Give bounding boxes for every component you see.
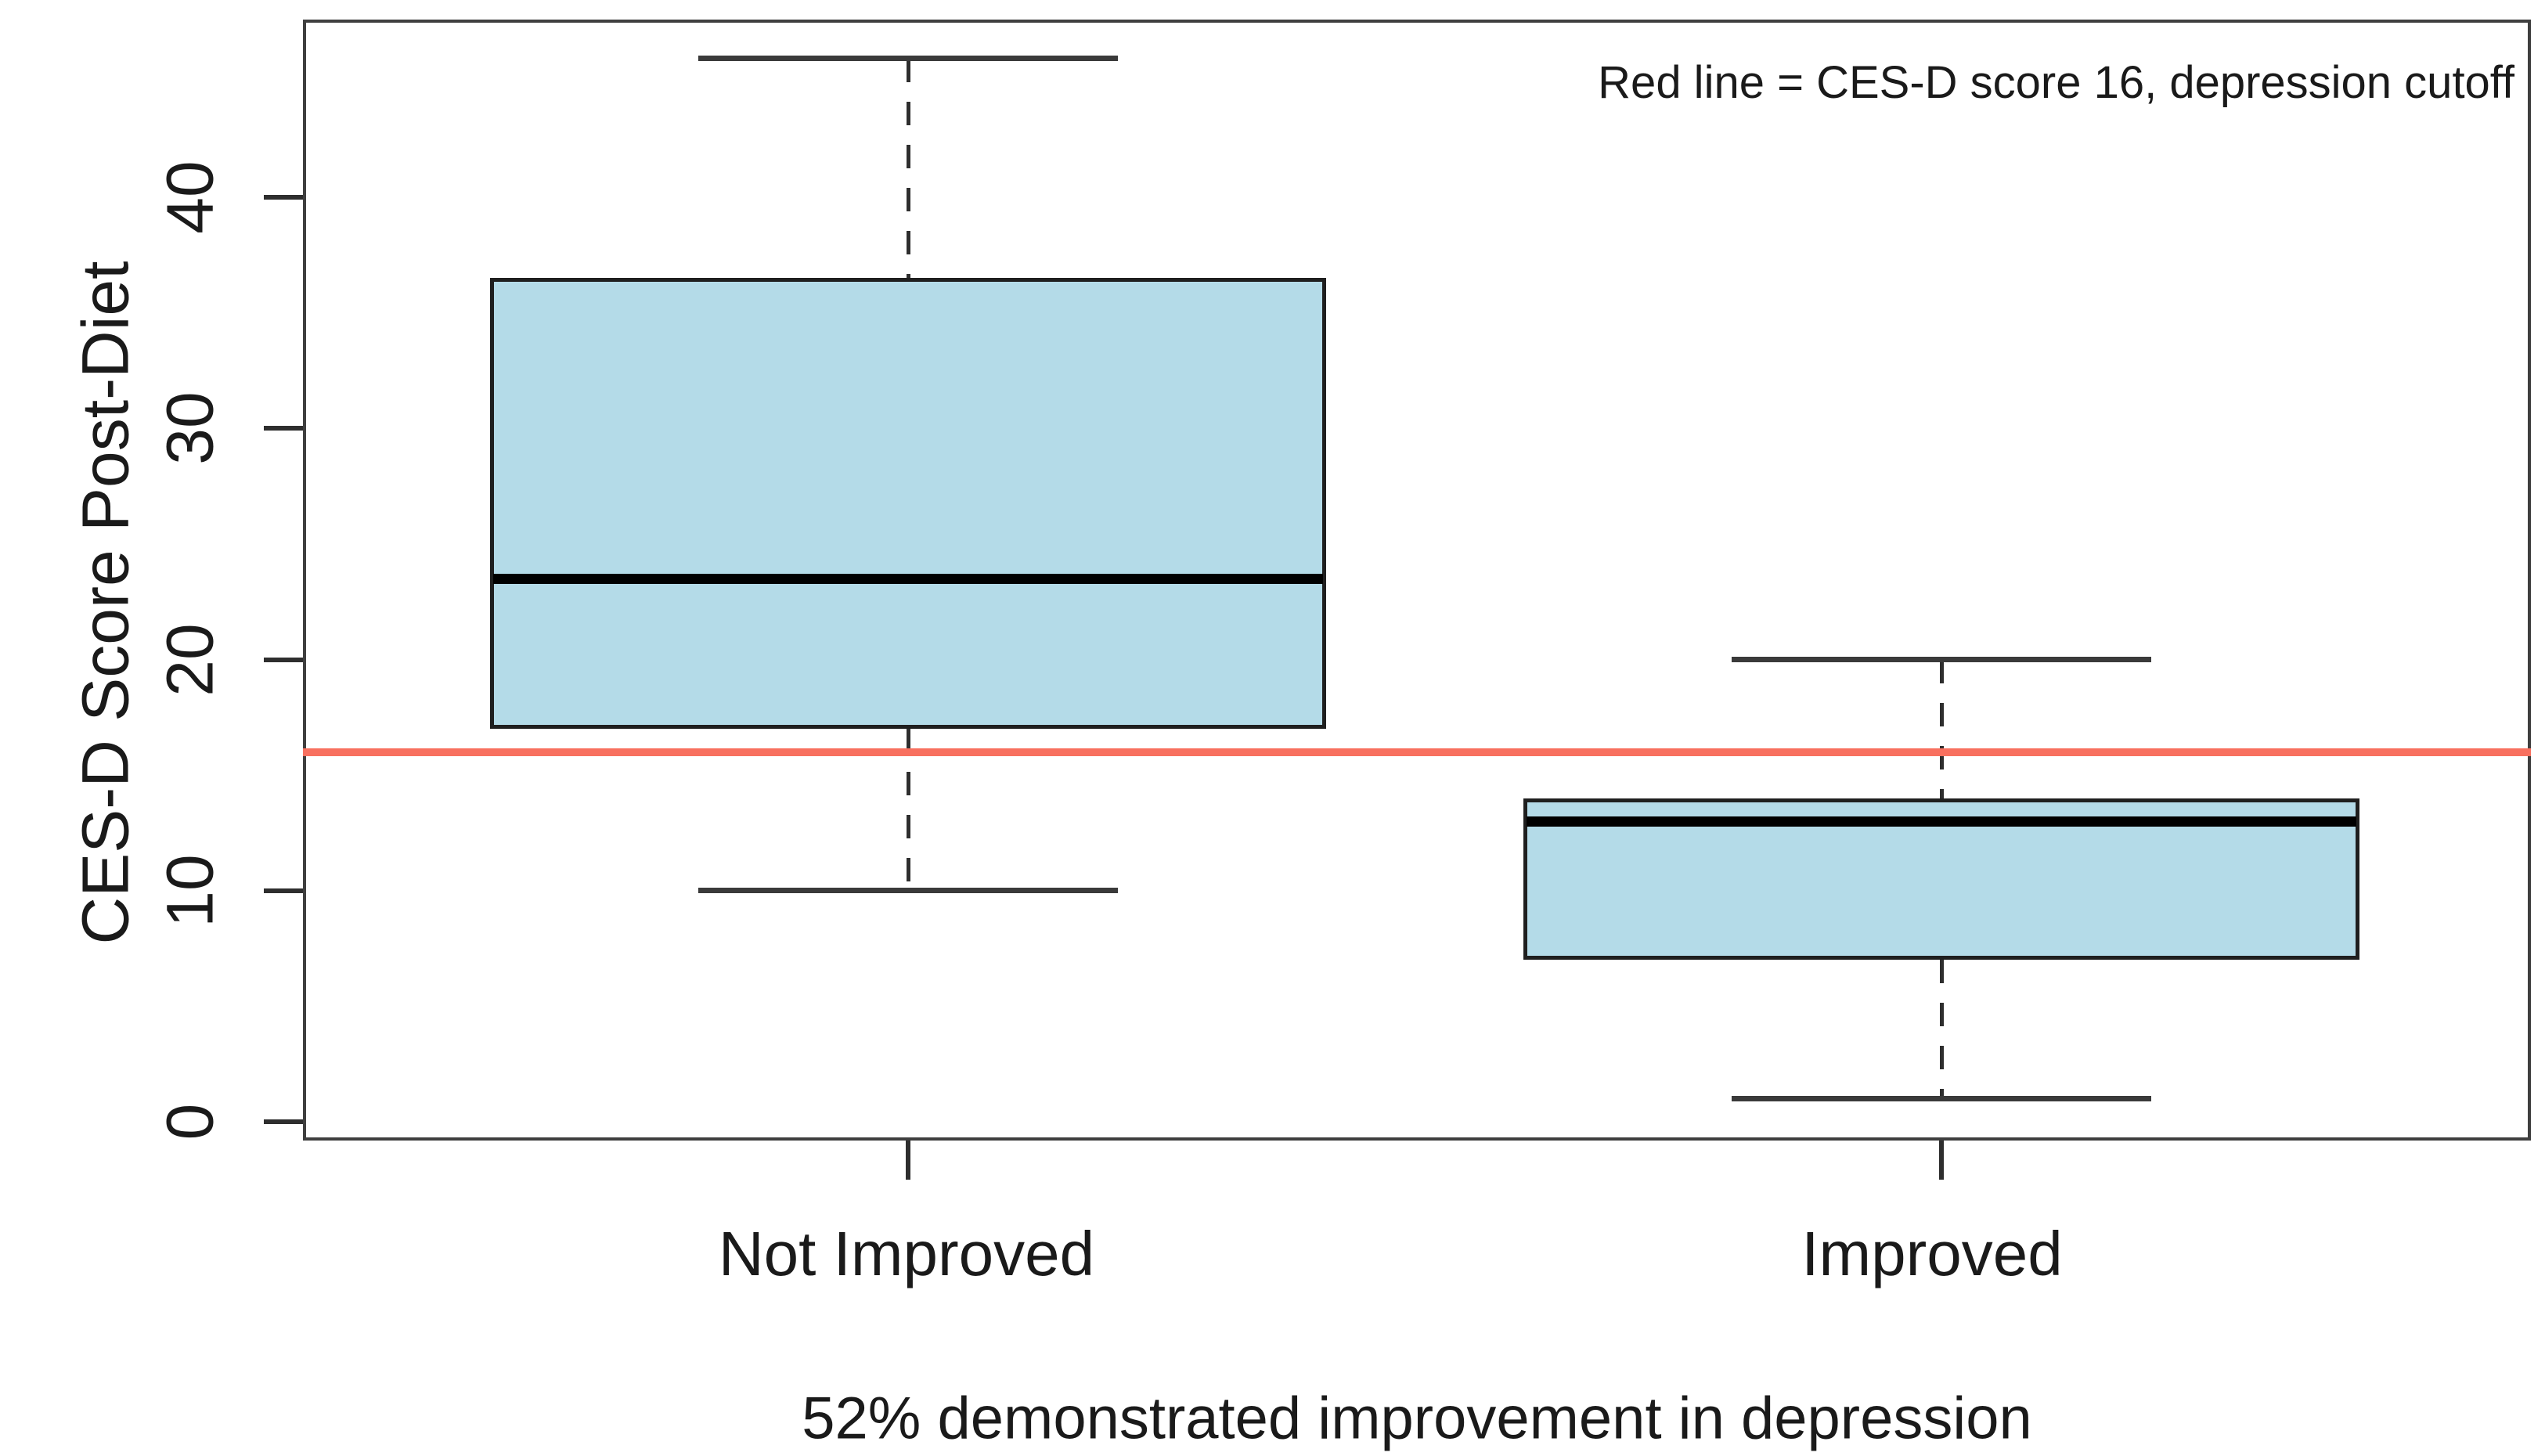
whisker-cap-upper-not-improved <box>698 56 1118 62</box>
legend-note: Red line = CES-D score 16, depression cu… <box>1598 57 2514 108</box>
y-tick-mark-20 <box>264 657 303 662</box>
x-tick-mark-0 <box>906 1141 910 1180</box>
whisker-lower-not-improved <box>906 729 910 891</box>
x-category-label-improved: Improved <box>1801 1219 2063 1288</box>
whisker-cap-upper-improved <box>1732 657 2151 662</box>
x-category-label-not-improved: Not Improved <box>718 1219 1095 1288</box>
y-tick-label-40: 40 <box>153 160 227 234</box>
y-tick-label-20: 20 <box>153 622 227 697</box>
x-tick-mark-1 <box>1939 1141 1944 1180</box>
whisker-upper-improved <box>1939 659 1944 798</box>
y-tick-mark-0 <box>264 1119 303 1124</box>
y-tick-label-30: 30 <box>153 391 227 465</box>
y-axis-title: CES-D Score Post-Diet <box>68 261 142 945</box>
whisker-upper-not-improved <box>906 58 910 279</box>
median-line-improved <box>1527 816 2356 827</box>
y-tick-mark-10 <box>264 888 303 893</box>
whisker-cap-lower-improved <box>1732 1095 2151 1101</box>
median-line-not-improved <box>493 573 1323 584</box>
y-tick-label-0: 0 <box>153 1103 227 1141</box>
whisker-cap-lower-not-improved <box>698 888 1118 894</box>
y-tick-label-10: 10 <box>153 854 227 928</box>
x-axis-caption: 52% demonstrated improvement in depressi… <box>802 1385 2032 1452</box>
y-tick-mark-40 <box>264 195 303 200</box>
y-tick-mark-30 <box>264 426 303 431</box>
box-not-improved <box>490 278 1326 730</box>
whisker-lower-improved <box>1939 960 1944 1099</box>
depression-cutoff-line <box>303 748 2531 756</box>
